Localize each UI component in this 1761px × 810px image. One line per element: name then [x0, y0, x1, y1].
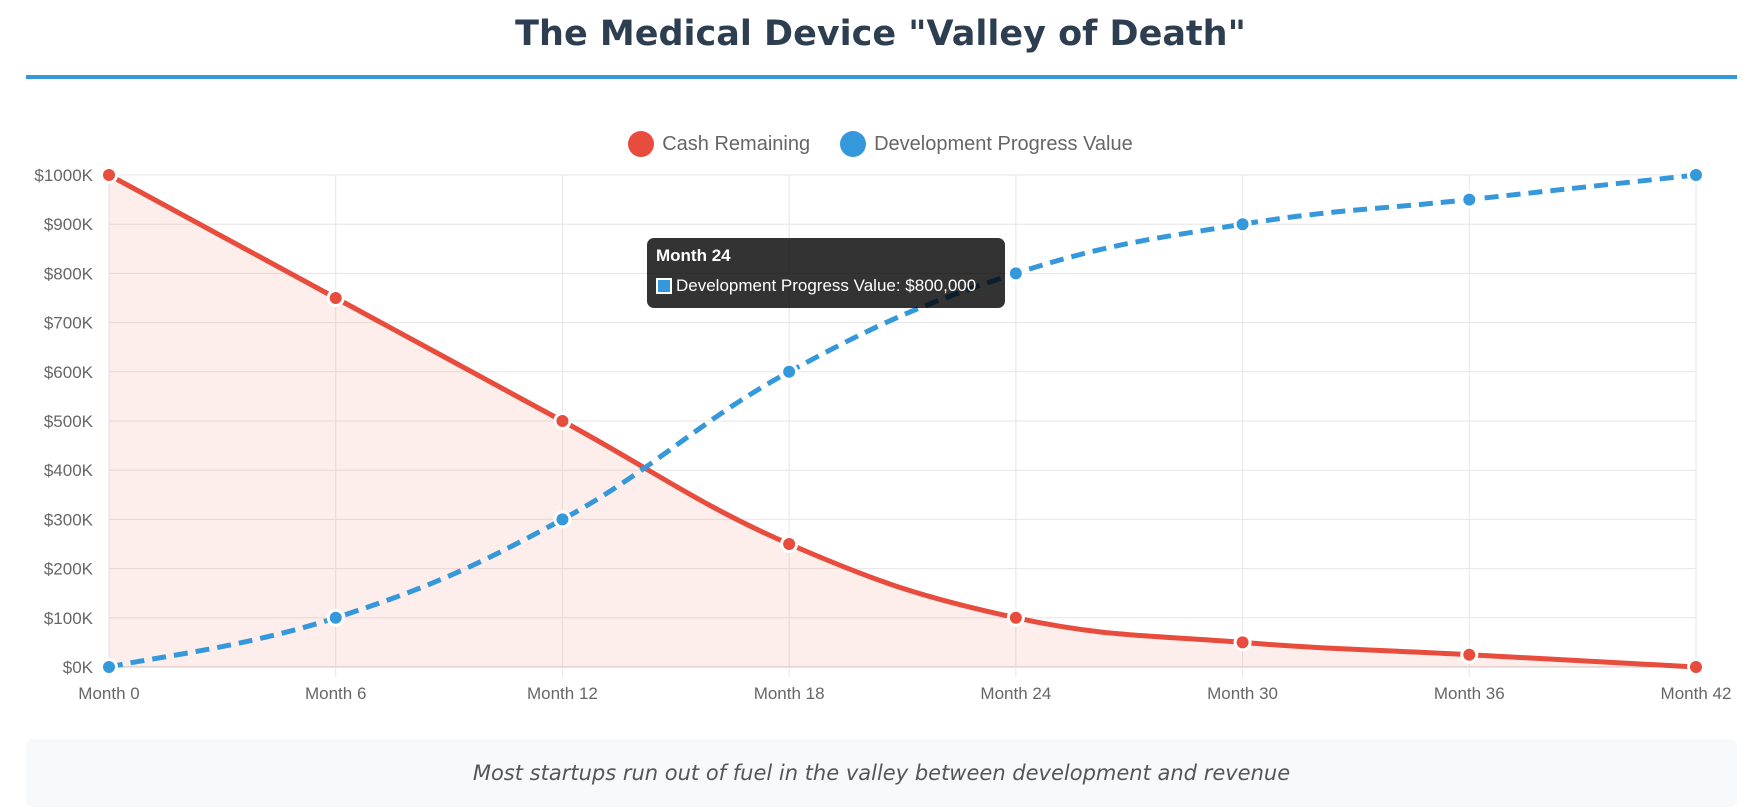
tooltip-color-swatch: [656, 278, 672, 294]
y-tick-label: $500K: [44, 412, 94, 431]
x-tick-label: Month 6: [305, 684, 366, 703]
data-point-progress: [1687, 166, 1705, 184]
chart-legend: Cash Remaining Development Progress Valu…: [0, 130, 1761, 158]
y-tick-label: $800K: [44, 264, 94, 283]
legend-label-progress: Development Progress Value: [874, 132, 1133, 155]
data-point-progress: [553, 510, 572, 529]
series-line-progress: [108, 172, 1697, 670]
x-tick-label: Month 36: [1434, 684, 1505, 703]
data-point-cash: [780, 535, 799, 553]
legend-marker-cash: [628, 131, 655, 157]
data-point-cash: [1460, 645, 1479, 664]
title-divider: [26, 75, 1737, 79]
series-area-cash: [109, 175, 1696, 667]
page-title: The Medical Device "Valley of Death": [515, 14, 1246, 54]
x-tick-label: Month 24: [980, 684, 1051, 703]
data-point-cash: [1006, 608, 1025, 627]
y-tick-label: $400K: [44, 461, 94, 480]
data-point-progress: [1233, 215, 1252, 234]
series-line-cash: [107, 172, 1697, 670]
y-tick-label: $0K: [63, 658, 94, 677]
data-point-cash: [100, 166, 118, 184]
legend-label-cash: Cash Remaining: [662, 132, 811, 155]
data-point-progress: [100, 658, 118, 676]
data-point-cash: [326, 289, 345, 307]
data-point-cash: [553, 412, 572, 430]
x-tick-label: Month 42: [1661, 684, 1732, 703]
data-point-progress: [780, 362, 799, 381]
x-tick-label: Month 30: [1207, 684, 1278, 703]
data-point-progress: [326, 608, 345, 627]
y-tick-label: $700K: [44, 314, 94, 333]
chart-area: $0K $100K $200K $300K $400K $500K $600K $700K $8…: [0, 120, 1761, 710]
data-point-progress: [1006, 264, 1025, 283]
tooltip-label: Development Progress Value: $800,000: [676, 276, 977, 295]
x-tick-label: Month 12: [527, 684, 598, 703]
data-point-progress: [1460, 190, 1479, 209]
line-chart: $0K $100K $200K $300K $400K $500K $600K $700K $8…: [34, 166, 1732, 703]
legend-item-progress[interactable]: Development Progress Value: [840, 130, 1133, 158]
tooltip-title: Month 24: [656, 246, 731, 265]
legend-marker-progress: [840, 131, 867, 157]
chart-caption: Most startups run out of fuel in the val…: [26, 739, 1737, 807]
data-point-cash: [1687, 658, 1705, 676]
y-tick-label: $100K: [44, 609, 94, 628]
y-tick-label: $600K: [44, 363, 94, 382]
y-tick-label: $300K: [44, 510, 94, 529]
data-point-cash: [1233, 633, 1252, 652]
y-tick-label: $900K: [44, 215, 94, 234]
legend-item-cash[interactable]: Cash Remaining: [628, 130, 810, 158]
x-tick-label: Month 18: [754, 684, 825, 703]
y-tick-label: $200K: [44, 560, 94, 579]
x-tick-label: Month 0: [78, 684, 139, 703]
chart-tooltip: Month 24 Development Progress Value: $80…: [647, 238, 1005, 308]
tooltip-body: Development Progress Value: $800,000: [656, 276, 996, 296]
y-tick-label: $1000K: [34, 166, 93, 185]
